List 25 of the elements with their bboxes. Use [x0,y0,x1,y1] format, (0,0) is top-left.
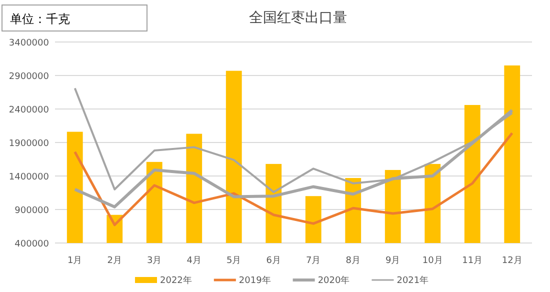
x-tick-label: 4月 [186,256,202,266]
y-tick-label: 1400000 [8,172,50,182]
y-tick-label: 2900000 [8,72,50,82]
legend-label: 2020年 [318,275,350,286]
x-tick-label: 2月 [107,256,122,266]
y-tick-label: 1900000 [8,139,50,149]
x-tick-label: 8月 [346,256,360,266]
x-tick-label: 7月 [306,256,321,266]
y-tick-label: 400000 [14,240,50,250]
legend-label: 2022年 [160,275,192,286]
y-tick-label: 2400000 [8,106,50,116]
x-tick-label: 5月 [226,256,242,266]
x-tick-label: 3月 [147,256,162,266]
text: 单位：千克 [10,12,70,26]
legend-label: 2019年 [238,275,271,286]
x-tick-label: 6月 [266,256,281,266]
x-tick-label: 10月 [422,256,443,266]
y-tick-label: 900000 [14,206,50,216]
legend-label: 2021年 [396,275,429,286]
x-tick-label: 1月 [68,256,82,266]
y-tick-label: 3400000 [8,38,50,48]
x-tick-label: 11月 [462,256,483,266]
chart-title: 全国红枣出口量 [249,10,347,26]
x-tick-label: 12月 [502,256,522,266]
x-tick-label: 9月 [386,256,400,266]
